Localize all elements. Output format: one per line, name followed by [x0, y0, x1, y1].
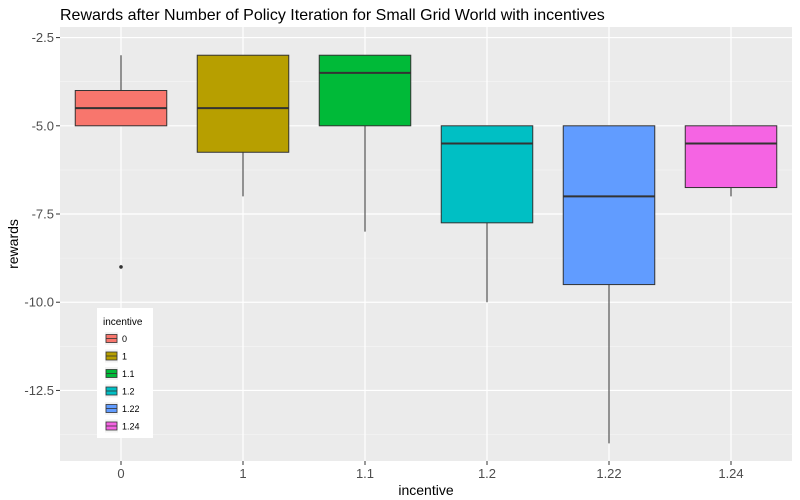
- legend-label: 1.24: [122, 422, 140, 432]
- box-1.2: [440, 125, 534, 303]
- boxes: [74, 54, 778, 444]
- y-tick-label: -2.5: [32, 30, 54, 45]
- box-body: [318, 54, 412, 127]
- legend-item-1.22: 1.22: [105, 402, 140, 415]
- box-body: [196, 54, 290, 153]
- x-tick-label: 1.1: [356, 466, 374, 481]
- y-tick-label: -5.0: [32, 118, 54, 133]
- x-tick-label: 1.2: [478, 466, 496, 481]
- legend-item-1.24: 1.24: [105, 419, 140, 433]
- box-1.22: [562, 125, 656, 444]
- legend-label: 1: [122, 352, 127, 362]
- x-tick-label: 0: [117, 466, 124, 481]
- legend-item-0: 0: [105, 332, 127, 345]
- legend: incentive 0 1 1.1 1.2 1.22 1.24: [97, 308, 153, 438]
- x-tick-label: 1: [239, 466, 246, 481]
- x-tick-label: 1.24: [718, 466, 743, 481]
- box-0: [74, 55, 168, 269]
- y-axis: -2.5 -5.0 -7.5 -10.0 -12.5: [24, 30, 60, 398]
- box-1: [196, 54, 290, 197]
- legend-label: 0: [122, 334, 127, 344]
- legend-label: 1.1: [122, 369, 135, 379]
- legend-item-1: 1: [105, 349, 127, 363]
- box-body: [440, 125, 534, 224]
- legend-label: 1.2: [122, 387, 135, 397]
- outlier-point: [119, 265, 123, 269]
- x-axis: 0 1 1.1 1.2 1.22 1.24: [117, 461, 744, 481]
- legend-item-1.2: 1.2: [105, 384, 135, 398]
- legend-title: incentive: [103, 317, 143, 328]
- legend-item-1.1: 1.1: [105, 367, 135, 380]
- plot-panel: [60, 27, 792, 461]
- y-tick-label: -10.0: [24, 295, 54, 310]
- legend-label: 1.22: [122, 404, 140, 414]
- x-axis-title: incentive: [398, 482, 453, 498]
- box-body: [562, 125, 656, 286]
- box-1.24: [684, 125, 778, 197]
- y-axis-title: rewards: [5, 219, 21, 269]
- y-tick-label: -7.5: [32, 207, 54, 222]
- chart-title: Rewards after Number of Policy Iteration…: [60, 7, 605, 24]
- box-body: [684, 125, 778, 189]
- box-1.1: [318, 54, 412, 232]
- x-tick-label: 1.22: [596, 466, 621, 481]
- y-tick-label: -12.5: [24, 383, 54, 398]
